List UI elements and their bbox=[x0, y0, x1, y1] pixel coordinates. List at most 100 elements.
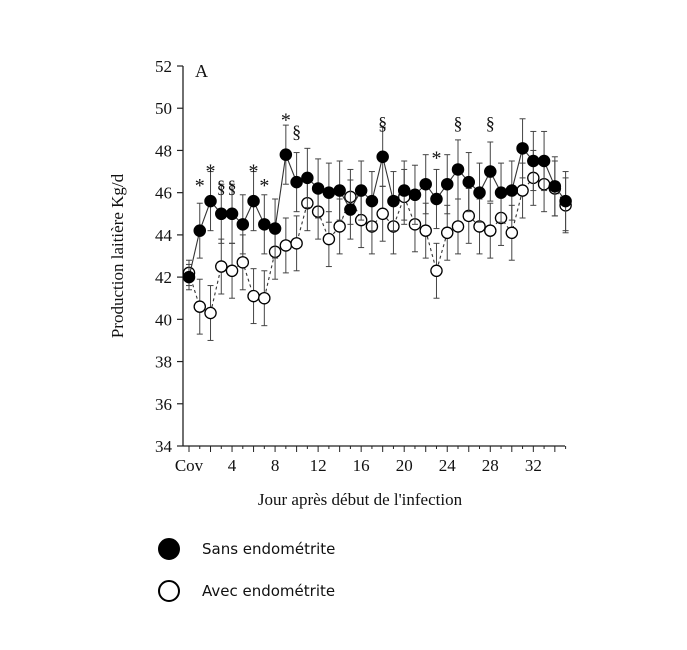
data-point bbox=[258, 218, 271, 231]
data-point bbox=[516, 184, 529, 197]
data-point bbox=[505, 226, 519, 240]
data-point bbox=[225, 264, 239, 278]
data-point bbox=[204, 194, 217, 208]
data-point bbox=[484, 165, 497, 178]
data-point bbox=[527, 154, 540, 168]
data-point bbox=[290, 237, 303, 250]
y-tick-label: 44 bbox=[155, 226, 173, 245]
data-point bbox=[559, 194, 572, 208]
significance-marker: § bbox=[217, 176, 226, 196]
data-point bbox=[440, 177, 454, 191]
significance-marker: * bbox=[259, 175, 269, 197]
data-point bbox=[193, 224, 207, 237]
data-point bbox=[387, 194, 400, 208]
data-point bbox=[301, 171, 314, 185]
significance-marker: * bbox=[206, 160, 216, 182]
data-point bbox=[311, 182, 325, 195]
significance-marker: * bbox=[281, 110, 291, 132]
data-point bbox=[279, 239, 293, 252]
x-tick-label: 32 bbox=[525, 456, 542, 475]
data-point bbox=[279, 148, 293, 161]
data-point bbox=[290, 175, 303, 189]
data-point bbox=[419, 224, 432, 237]
y-tick-label: 46 bbox=[155, 184, 172, 203]
data-point bbox=[430, 264, 443, 278]
data-point bbox=[516, 142, 529, 155]
data-point bbox=[537, 154, 551, 168]
data-point bbox=[333, 184, 346, 197]
data-point bbox=[247, 194, 260, 208]
data-point bbox=[548, 180, 562, 193]
data-point bbox=[182, 270, 196, 284]
open-circle-icon bbox=[158, 580, 180, 602]
data-point bbox=[462, 175, 476, 189]
series-sans-endometrite bbox=[182, 118, 572, 291]
data-point bbox=[236, 256, 250, 269]
data-point bbox=[451, 220, 465, 233]
y-tick-label: 34 bbox=[155, 437, 173, 456]
significance-marker: * bbox=[431, 148, 441, 170]
data-point bbox=[419, 177, 432, 191]
y-tick-label: 48 bbox=[155, 141, 172, 160]
data-point bbox=[204, 306, 217, 320]
data-point bbox=[484, 224, 497, 237]
data-point bbox=[247, 289, 260, 303]
x-tick-label: 4 bbox=[228, 456, 237, 475]
data-point bbox=[440, 226, 454, 240]
filled-circle-icon bbox=[158, 538, 180, 560]
y-axis-label: Production laitière Kg/d bbox=[108, 173, 127, 338]
significance-marker: * bbox=[249, 160, 259, 182]
data-point bbox=[322, 232, 336, 246]
significance-marker: § bbox=[378, 113, 387, 133]
significance-marker: * bbox=[195, 175, 205, 197]
series-layer bbox=[182, 118, 572, 341]
data-point bbox=[322, 186, 336, 199]
data-point bbox=[397, 184, 411, 197]
y-tick-label: 38 bbox=[155, 353, 172, 372]
legend-item-avec: Avec endométrite bbox=[158, 576, 335, 606]
legend-label-sans: Sans endométrite bbox=[202, 540, 336, 558]
data-point bbox=[365, 194, 379, 208]
x-tick-label: 28 bbox=[482, 456, 499, 475]
x-tick-label: 8 bbox=[271, 456, 280, 475]
x-tick-label: 24 bbox=[439, 456, 457, 475]
x-tick-label: Cov bbox=[175, 456, 204, 475]
data-point bbox=[430, 192, 443, 206]
data-point bbox=[333, 220, 346, 233]
significance-marker: § bbox=[228, 176, 237, 196]
data-point bbox=[376, 207, 389, 221]
data-point bbox=[225, 207, 239, 221]
significance-marker: § bbox=[454, 113, 463, 133]
y-tick-label: 50 bbox=[155, 99, 172, 118]
data-point bbox=[494, 186, 508, 199]
data-point bbox=[258, 291, 271, 305]
significance-marker: § bbox=[292, 121, 301, 141]
x-axis-label: Jour après début de l'infection bbox=[258, 490, 463, 509]
data-point bbox=[268, 222, 282, 235]
data-point bbox=[193, 300, 207, 313]
data-point bbox=[505, 184, 519, 197]
data-point bbox=[354, 184, 368, 197]
data-point bbox=[215, 207, 228, 221]
y-tick-label: 42 bbox=[155, 268, 172, 287]
data-point bbox=[376, 150, 389, 164]
y-tick-label: 40 bbox=[155, 310, 172, 329]
y-tick-label: 52 bbox=[155, 57, 172, 76]
x-tick-label: 12 bbox=[310, 456, 327, 475]
significance-marker: § bbox=[486, 113, 495, 133]
legend-label-avec: Avec endométrite bbox=[202, 582, 336, 600]
data-point bbox=[236, 218, 250, 231]
data-point bbox=[451, 163, 465, 176]
data-point bbox=[215, 260, 228, 273]
legend-item-sans: Sans endométrite bbox=[158, 534, 335, 564]
data-point bbox=[408, 188, 422, 202]
x-tick-label: 20 bbox=[396, 456, 413, 475]
data-point bbox=[473, 186, 486, 199]
y-tick-label: 36 bbox=[155, 395, 172, 414]
x-tick-label: 16 bbox=[353, 456, 370, 475]
panel-label: A bbox=[195, 61, 208, 81]
annotation-layer: **§ §*** § §*§ § bbox=[195, 110, 495, 197]
data-point bbox=[344, 203, 357, 216]
